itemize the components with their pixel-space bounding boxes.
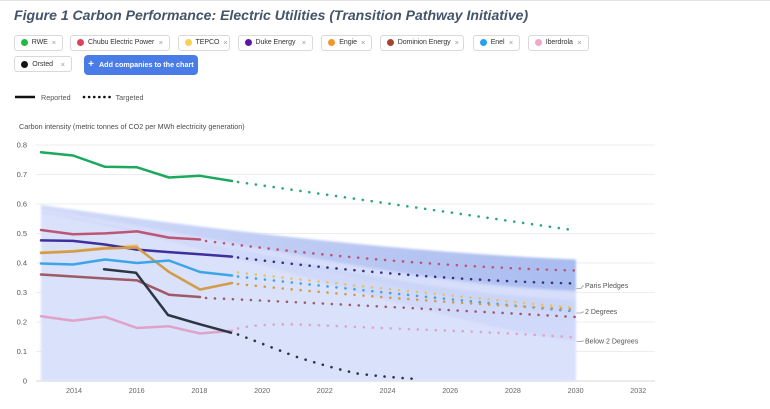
svg-text:2 Degrees: 2 Degrees <box>585 309 618 316</box>
svg-text:0.7: 0.7 <box>17 170 27 179</box>
svg-text:0: 0 <box>23 377 27 386</box>
svg-text:2014: 2014 <box>66 386 82 395</box>
svg-text:0.8: 0.8 <box>17 141 27 150</box>
svg-text:0.3: 0.3 <box>17 288 27 297</box>
svg-text:2026: 2026 <box>442 386 458 395</box>
svg-text:2016: 2016 <box>129 386 145 395</box>
svg-text:2032: 2032 <box>630 386 646 395</box>
svg-text:Paris Pledges: Paris Pledges <box>585 283 629 290</box>
svg-text:0.6: 0.6 <box>17 200 27 209</box>
svg-text:2030: 2030 <box>568 386 584 395</box>
svg-text:2018: 2018 <box>191 386 207 395</box>
svg-text:0.1: 0.1 <box>17 347 27 356</box>
svg-text:2022: 2022 <box>317 386 333 395</box>
svg-text:Below 2 Degrees: Below 2 Degrees <box>585 338 639 345</box>
svg-text:0.4: 0.4 <box>17 259 27 268</box>
svg-text:2024: 2024 <box>380 386 396 395</box>
svg-text:2020: 2020 <box>254 386 270 395</box>
svg-text:0.2: 0.2 <box>17 318 27 327</box>
svg-text:2028: 2028 <box>505 386 521 395</box>
svg-text:0.5: 0.5 <box>17 229 27 238</box>
